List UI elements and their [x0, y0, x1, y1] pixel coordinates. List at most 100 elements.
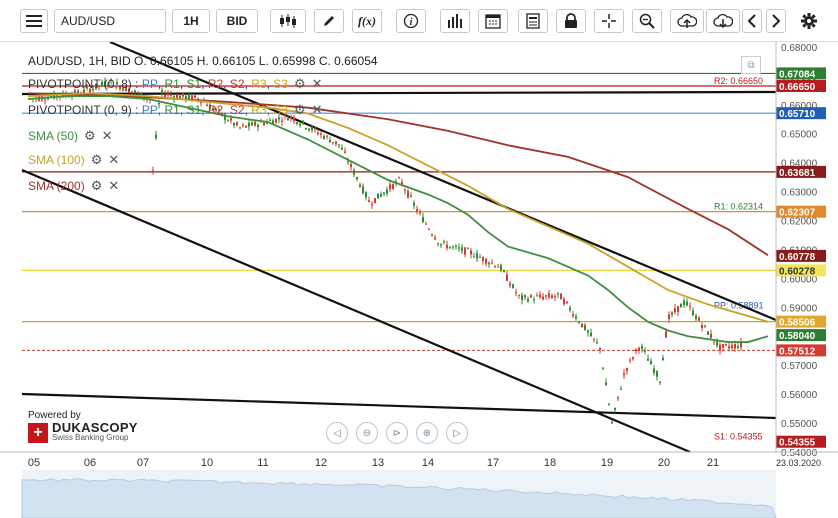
legend-component: R3 [251, 77, 267, 91]
candle-body [170, 94, 172, 96]
candle-body [659, 381, 661, 383]
candle-body [119, 86, 121, 90]
legend-row[interactable]: SMA (200) ⚙ ✕ [28, 178, 119, 194]
close-icon[interactable]: ✕ [311, 76, 323, 91]
crosshair-button[interactable] [594, 9, 624, 33]
candle-body [464, 247, 466, 255]
candle-body [335, 141, 337, 145]
candle-body [341, 147, 343, 150]
brand-tagline: Swiss Banking Group [52, 433, 129, 442]
candle-body [134, 90, 136, 93]
scroll-left-button[interactable] [742, 9, 762, 33]
price-type-button[interactable]: BID [216, 9, 258, 33]
legend-component: R2 [207, 77, 224, 91]
cloud-download-icon [713, 13, 733, 29]
legend-component: , [244, 77, 252, 91]
gear-icon[interactable]: ⚙ [293, 102, 306, 117]
candle-body [176, 94, 178, 99]
close-icon[interactable]: ✕ [108, 178, 120, 193]
price-label-text: 0.58040 [779, 331, 816, 342]
price-chart[interactable]: 0.540000.550000.560000.570000.580000.590… [0, 42, 838, 518]
timeframe-button[interactable]: 1H [172, 9, 210, 33]
legend-component: S2 [229, 103, 245, 117]
candle-body [692, 310, 694, 316]
legend-component: , [266, 103, 274, 117]
chart-type-button[interactable] [270, 9, 306, 33]
legend-component: R1 [164, 77, 180, 91]
gear-icon[interactable]: ⚙ [84, 128, 96, 143]
y-tick-label: 0.62000 [781, 217, 818, 228]
pivot-annotation: S1: 0.54355 [714, 432, 763, 442]
pan-left-button[interactable]: ◁ [326, 422, 348, 444]
gear-icon[interactable]: ⚙ [90, 152, 103, 167]
download-button[interactable] [706, 9, 740, 33]
candle-body [389, 184, 391, 190]
candle-body [323, 136, 325, 139]
gear-icon[interactable]: ⚙ [90, 178, 103, 193]
sma-50-line [27, 95, 769, 343]
upload-button[interactable] [670, 9, 704, 33]
pan-right-button[interactable]: ▷ [446, 422, 468, 444]
candle-body [269, 119, 271, 121]
calendar-button[interactable] [478, 9, 508, 33]
candle-body [299, 123, 301, 126]
candle-body [710, 333, 712, 338]
function-button[interactable]: f(x) [352, 9, 382, 33]
crosshair-icon [602, 14, 616, 28]
candle-body [422, 216, 424, 223]
candle-body [293, 117, 295, 122]
symbol-input[interactable] [54, 9, 166, 33]
candle-body [431, 234, 433, 236]
zoom-in-button[interactable]: ⊕ [416, 422, 438, 444]
candle-body [545, 295, 547, 297]
candle-body [236, 122, 238, 125]
x-tick-label: 19 [601, 457, 613, 469]
gear-icon[interactable]: ⚙ [293, 76, 306, 91]
close-icon[interactable]: ✕ [101, 128, 113, 143]
candle-body [413, 202, 415, 206]
candle-body [290, 115, 292, 118]
candle-body [539, 294, 541, 298]
scroll-right-button[interactable] [766, 9, 786, 33]
zoom-button[interactable] [632, 9, 662, 33]
candle-body [89, 88, 91, 93]
reset-view-button[interactable]: ⊳ [386, 422, 408, 444]
candle-body [185, 95, 187, 100]
candle-body [344, 151, 346, 153]
zoom-out-button[interactable]: ⊖ [356, 422, 378, 444]
chevron-right-icon [772, 14, 781, 28]
info-button[interactable]: i [396, 9, 426, 33]
close-icon[interactable]: ✕ [311, 102, 323, 117]
candle-body [626, 368, 628, 371]
draw-button[interactable] [314, 9, 344, 33]
notes-button[interactable] [518, 9, 548, 33]
price-label-box [776, 249, 826, 262]
close-icon[interactable]: ✕ [108, 152, 120, 167]
legend-row[interactable]: PIVOTPOINT (0, 9) : PP, R1, S1, R2, S2, … [28, 102, 323, 118]
lock-button[interactable] [556, 9, 586, 33]
triangle-left-icon: ◁ [333, 427, 341, 439]
settings-button[interactable] [796, 9, 822, 33]
chart-area[interactable]: 0.540000.550000.560000.570000.580000.590… [0, 42, 838, 518]
legend-component: , [157, 103, 165, 117]
price-label-box [776, 165, 826, 178]
y-tick-label: 0.57000 [781, 361, 818, 372]
candle-body [179, 95, 181, 99]
indicator-button[interactable] [440, 9, 470, 33]
chevron-left-icon [747, 14, 756, 28]
legend-row[interactable]: PIVOTPOINT (0, 8) : PP, R1, S1, R2, S2, … [28, 76, 323, 92]
candle-body [584, 324, 586, 330]
legend-row[interactable]: SMA (100) ⚙ ✕ [28, 152, 119, 168]
expand-button[interactable]: ⧉ [741, 56, 761, 74]
candle-body [113, 85, 115, 87]
menu-button[interactable] [20, 9, 48, 33]
candle-body [563, 298, 565, 305]
candle-body [182, 93, 184, 97]
lock-icon [565, 13, 577, 28]
candle-body [152, 170, 154, 172]
legend-component: S1 [186, 77, 202, 91]
legend-row[interactable]: SMA (50) ⚙ ✕ [28, 128, 113, 144]
y-tick-label: 0.63000 [781, 188, 818, 199]
candle-body [557, 292, 559, 295]
candle-body [644, 350, 646, 352]
